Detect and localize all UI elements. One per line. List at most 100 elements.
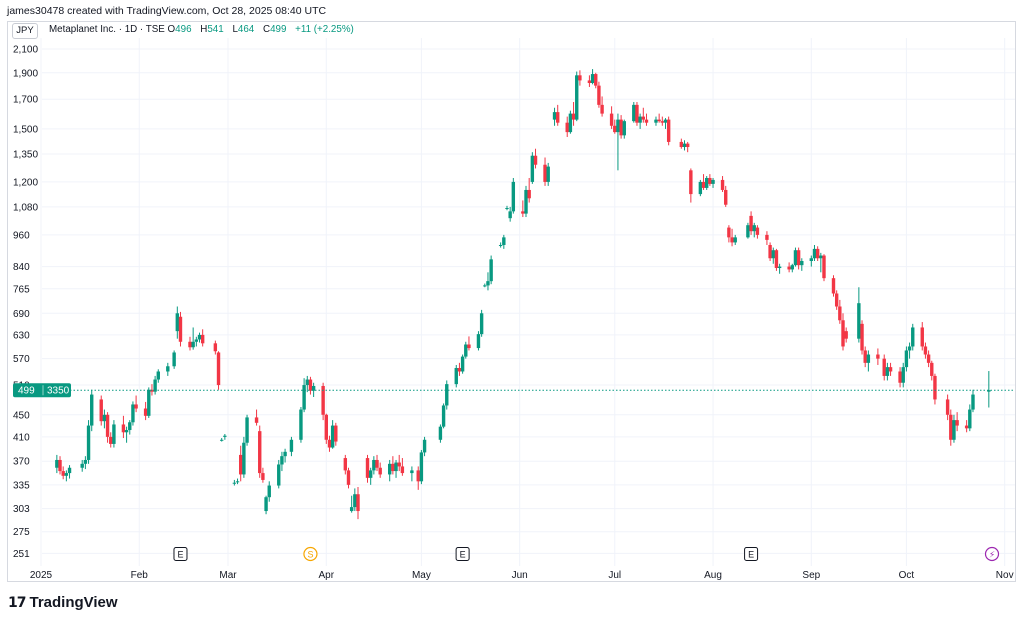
symbol-title[interactable]: Metaplanet Inc. · 1D · TSE [49, 24, 165, 35]
candle-body[interactable] [67, 467, 72, 474]
candle-body[interactable] [264, 497, 268, 512]
candle-body[interactable] [543, 164, 547, 182]
candle-body[interactable] [460, 356, 465, 372]
earnings-event-icon[interactable] [744, 547, 759, 561]
candle-body[interactable] [819, 255, 823, 259]
candle-body[interactable] [305, 379, 309, 386]
candle-body[interactable] [353, 494, 357, 508]
candle-body[interactable] [394, 462, 398, 472]
candle-body[interactable] [479, 313, 484, 335]
candle-body[interactable] [438, 426, 443, 440]
candle-body[interactable] [99, 399, 103, 422]
candle-body[interactable] [128, 422, 132, 431]
candle-body[interactable] [777, 266, 782, 269]
candle-body[interactable] [188, 341, 192, 348]
candle-body[interactable] [733, 237, 737, 243]
news-event-icon[interactable] [984, 546, 1000, 562]
candle-body[interactable] [552, 112, 557, 120]
candle-body[interactable] [280, 456, 284, 465]
candle-body[interactable] [102, 414, 107, 422]
candle-body[interactable] [635, 104, 639, 123]
candle-body[interactable] [955, 420, 959, 426]
candle-body[interactable] [147, 389, 151, 416]
candle-body[interactable] [197, 334, 202, 340]
candle-body[interactable] [866, 354, 871, 363]
candle-body[interactable] [730, 237, 734, 243]
candle-body[interactable] [400, 466, 405, 474]
candle-body[interactable] [663, 119, 668, 123]
candle-body[interactable] [308, 379, 313, 391]
candle-body[interactable] [441, 405, 446, 427]
candle-body[interactable] [343, 458, 348, 471]
candle-body[interactable] [556, 112, 560, 123]
candle-body[interactable] [666, 119, 671, 142]
candle-body[interactable] [682, 143, 687, 148]
candle-body[interactable] [219, 439, 224, 441]
candle-body[interactable] [55, 459, 59, 468]
candle-body[interactable] [166, 366, 170, 372]
candle-body[interactable] [258, 431, 262, 474]
candle-body[interactable] [378, 467, 382, 475]
candle-body[interactable] [175, 313, 180, 332]
candle-body[interactable] [964, 425, 969, 429]
chart-panel[interactable] [7, 21, 1016, 582]
candle-body[interactable] [216, 352, 221, 386]
candle-body[interactable] [349, 507, 354, 512]
candle-body[interactable] [254, 417, 259, 423]
candle-body[interactable] [565, 122, 569, 133]
candle-body[interactable] [898, 371, 902, 383]
candle-body[interactable] [587, 80, 592, 84]
candle-body[interactable] [178, 316, 183, 342]
candle-body[interactable] [755, 227, 760, 235]
earnings-event-icon[interactable] [173, 547, 188, 561]
candle-body[interactable] [885, 367, 890, 376]
candle-body[interactable] [727, 227, 731, 238]
candle-body[interactable] [467, 344, 471, 349]
candle-body[interactable] [971, 394, 975, 410]
currency-selector[interactable]: JPY [12, 23, 38, 39]
candle-body[interactable] [822, 255, 826, 279]
candle-body[interactable] [689, 170, 693, 195]
candle-body[interactable] [232, 482, 237, 484]
candle-body[interactable] [800, 261, 804, 266]
candle-body[interactable] [191, 341, 195, 348]
candle-body[interactable] [134, 404, 138, 409]
candle-body[interactable] [863, 350, 867, 363]
candle-body[interactable] [911, 327, 915, 347]
candle-body[interactable] [302, 385, 306, 410]
candle-body[interactable] [638, 116, 642, 123]
candle-body[interactable] [277, 464, 281, 486]
candle-body[interactable] [901, 367, 905, 383]
candle-body[interactable] [926, 354, 931, 363]
candle-body[interactable] [787, 266, 791, 270]
candle-body[interactable] [949, 414, 953, 440]
candle-body[interactable] [771, 250, 775, 259]
candle-body[interactable] [765, 234, 769, 240]
candle-body[interactable] [876, 354, 880, 359]
candle-body[interactable] [508, 211, 512, 219]
candle-body[interactable] [327, 439, 332, 448]
candle-body[interactable] [267, 485, 271, 498]
candle-body[interactable] [705, 177, 709, 188]
candle-body[interactable] [809, 258, 814, 262]
candle-body[interactable] [372, 459, 376, 471]
candle-body[interactable] [841, 320, 845, 347]
candle-body[interactable] [796, 250, 801, 266]
candle-body[interactable] [109, 436, 113, 444]
candle-body[interactable] [61, 471, 65, 476]
candle-body[interactable] [388, 463, 392, 475]
candle-body[interactable] [613, 125, 617, 133]
candle-body[interactable] [521, 211, 525, 214]
candle-body[interactable] [105, 414, 110, 437]
candle-body[interactable] [844, 331, 848, 339]
candle-body[interactable] [498, 244, 503, 246]
candle-body[interactable] [64, 473, 69, 476]
candle-body[interactable] [416, 470, 420, 482]
candle-body[interactable] [200, 334, 205, 344]
candle-body[interactable] [632, 104, 636, 122]
candle-body[interactable] [904, 350, 909, 368]
candle-body[interactable] [483, 285, 487, 287]
candle-body[interactable] [172, 352, 176, 367]
candle-body[interactable] [511, 181, 516, 212]
